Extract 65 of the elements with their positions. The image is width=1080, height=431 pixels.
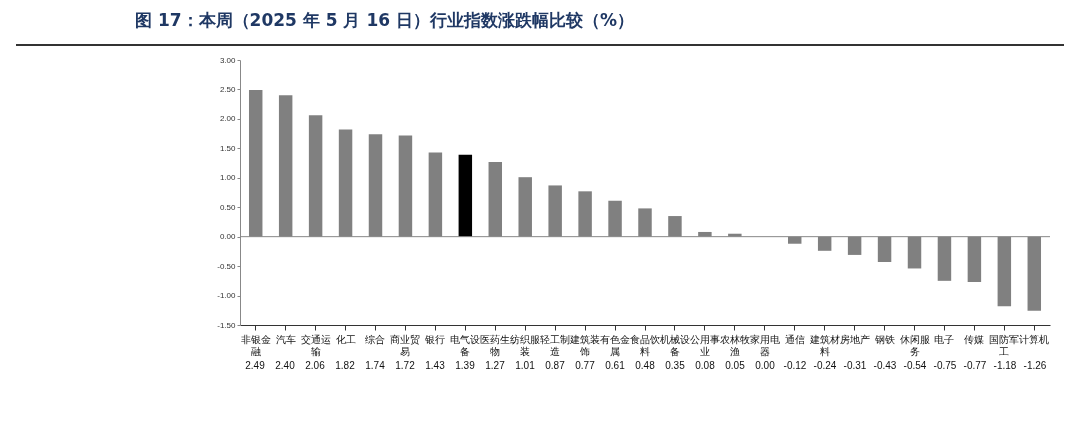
x-tick-label: 建筑装饰 <box>569 333 601 357</box>
data-label: 0.48 <box>635 360 656 371</box>
data-label: -0.24 <box>813 360 837 371</box>
x-tick-label: 综合 <box>365 333 386 345</box>
x-tick-label: 电气设备 <box>450 333 481 357</box>
data-label: 1.01 <box>515 360 536 371</box>
data-label: 0.77 <box>575 360 596 371</box>
data-label: 0.87 <box>545 360 566 371</box>
y-tick-label: 2.50 <box>219 84 237 94</box>
x-tick-label: 非银金融 <box>240 333 271 357</box>
x-tick-label: 休闲服务 <box>899 333 930 357</box>
x-tick-label: 汽车 <box>275 333 296 345</box>
chart-title: 图 17：本周（2025 年 5 月 16 日）行业指数涨跌幅比较（%） <box>135 10 635 30</box>
x-tick-label: 银行 <box>424 333 446 345</box>
data-label: 0.00 <box>755 360 776 371</box>
data-label: 0.35 <box>665 360 686 371</box>
data-label: 1.74 <box>365 360 386 371</box>
y-tick-label: 3.00 <box>219 55 237 65</box>
y-tick-label: 1.00 <box>219 173 237 183</box>
x-tick-label: 交通运输 <box>300 333 331 357</box>
x-tick-label: 商业贸易 <box>390 333 421 357</box>
y-tick-label: 0.00 <box>219 232 237 242</box>
x-tick-label: 传媒 <box>964 333 985 345</box>
data-label: -1.18 <box>993 360 1017 371</box>
x-tick-label: 医药生物 <box>480 333 511 357</box>
x-tick-label: 有色金属 <box>600 333 631 357</box>
data-label: -0.75 <box>933 360 957 371</box>
data-label: 0.05 <box>725 360 746 371</box>
x-tick-label: 机械设备 <box>659 333 690 357</box>
data-label: 1.27 <box>485 360 506 371</box>
data-label: -0.12 <box>783 360 807 371</box>
data-label: -1.26 <box>1023 360 1047 371</box>
x-tick-label: 通信 <box>784 333 805 345</box>
data-label: 0.08 <box>695 360 716 371</box>
x-tick-label: 食品饮料 <box>630 333 660 357</box>
x-tick-label: 钢铁 <box>873 333 895 345</box>
data-label: -0.54 <box>903 360 927 371</box>
data-label: 2.49 <box>245 360 266 371</box>
x-tick-label: 化工 <box>335 333 356 345</box>
data-label: 1.82 <box>335 360 356 371</box>
data-label: -0.77 <box>963 360 987 371</box>
data-label: 2.06 <box>305 360 326 371</box>
y-tick-label: 1.50 <box>219 143 237 153</box>
data-label: -0.43 <box>873 360 897 371</box>
x-tick-label: 家用电器 <box>749 333 780 357</box>
x-tick-label: 纺织服装 <box>510 333 541 357</box>
y-tick-label: 0.50 <box>219 202 237 212</box>
y-tick-label: -1.50 <box>217 320 237 330</box>
x-tick-label: 轻工制造 <box>540 333 571 357</box>
x-tick-label: 公用事业 <box>689 333 720 357</box>
x-tick-label: 农林牧渔 <box>719 333 750 357</box>
y-tick-label: -1.00 <box>217 291 237 301</box>
data-label: -0.31 <box>843 360 867 371</box>
data-label: 1.39 <box>455 360 476 371</box>
x-tick-label: 建筑材料 <box>808 333 840 357</box>
data-label: 2.40 <box>275 360 296 371</box>
data-label: 0.61 <box>605 360 626 371</box>
data-label: 1.43 <box>425 360 446 371</box>
x-tick-label: 房地产 <box>839 333 870 345</box>
data-label: 1.72 <box>395 360 416 371</box>
y-tick-label: -0.50 <box>217 261 237 271</box>
x-tick-label: 计算机 <box>1019 333 1050 345</box>
y-tick-label: 2.00 <box>219 114 237 124</box>
x-tick-label: 国防军工 <box>989 333 1020 357</box>
x-tick-label: 电子 <box>934 333 955 345</box>
